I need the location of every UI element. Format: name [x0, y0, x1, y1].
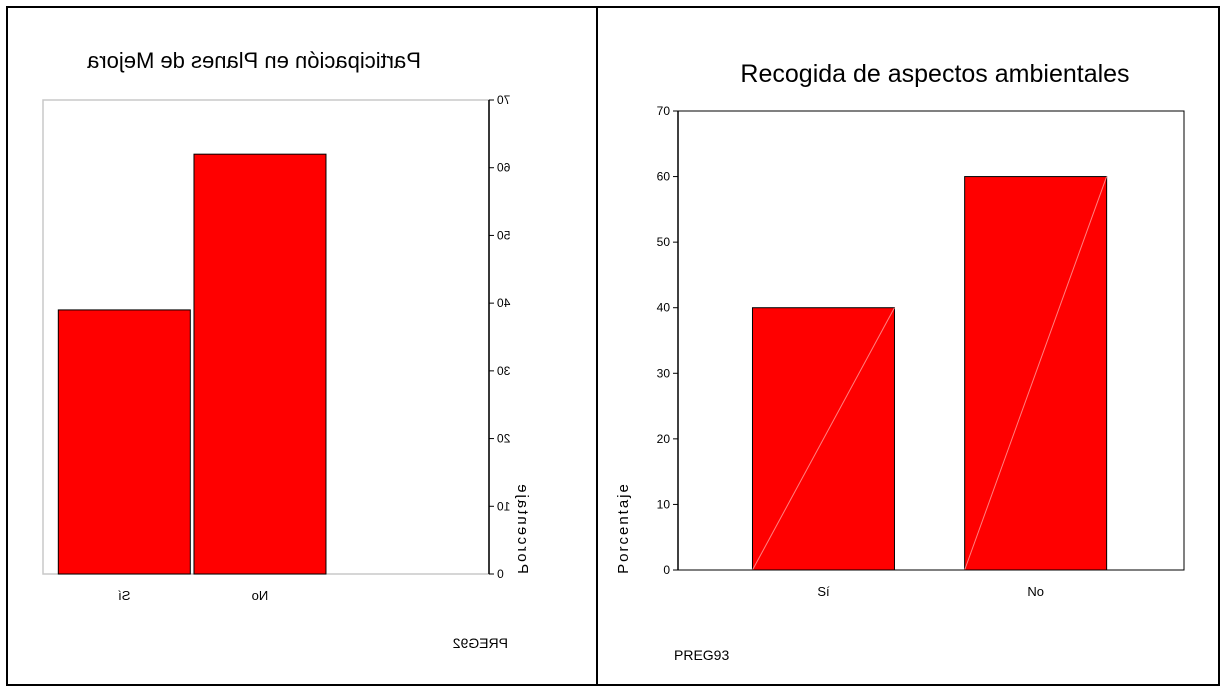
y-tick-label-3: 30: [497, 364, 511, 378]
x-axis-label: PREG93: [674, 647, 729, 663]
chart-recogida: Sí No 0 10 20 30 40 50 60 70 Recogida de aspectos …: [615, 60, 1185, 663]
y-tick-label-6: 60: [657, 170, 671, 184]
y-tick-label-7: 70: [657, 104, 671, 118]
y-tick-label-0: 0: [663, 563, 670, 577]
y-tick-label-6: 60: [497, 161, 511, 175]
bar-1: [193, 153, 327, 575]
y-tick-label-7: 70: [497, 93, 511, 107]
y-tick-label-0: 0: [497, 567, 504, 581]
x-tick-label-2: No: [1027, 584, 1044, 599]
y-tick-label-1: 10: [657, 497, 671, 511]
bar-diagonal-2: [964, 176, 1108, 571]
y-tick-label-4: 40: [497, 296, 511, 310]
y-tick-label-4: 40: [657, 301, 671, 315]
figure-frame: [6, 6, 1220, 686]
y-tick-label-5: 50: [497, 228, 511, 242]
chart-participacion: No Sí 0 10 20 30 40 50 60 70 Participación en Plan…: [42, 48, 531, 651]
panel-divider: [596, 6, 598, 686]
y-axis-label: Porcentaje: [615, 482, 632, 574]
y-tick-label-1: 10: [497, 499, 511, 513]
y-tick-label-2: 20: [657, 432, 671, 446]
chart-title: Recogida de aspectos ambientales: [740, 60, 1129, 88]
chart-title: Participación en Planes de Mejora: [86, 48, 421, 73]
bar-2: [57, 309, 191, 575]
x-axis-label: PREG92: [453, 635, 508, 651]
bar-diagonal-1: [752, 307, 895, 571]
x-tick-label-1: No: [252, 588, 269, 603]
x-tick-label-1: Sí: [817, 584, 830, 599]
y-tick-label-3: 30: [657, 366, 671, 380]
x-tick-label-2: Sí: [118, 588, 131, 603]
y-tick-label-5: 50: [657, 235, 671, 249]
y-tick-label-2: 20: [497, 432, 511, 446]
y-axis-label: Porcentaje: [514, 482, 531, 574]
